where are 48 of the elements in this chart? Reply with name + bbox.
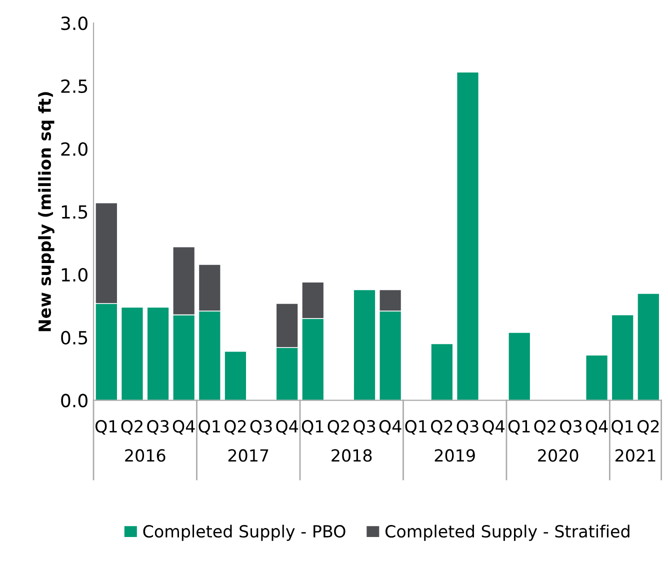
y-tick-label: 3.0	[61, 16, 88, 30]
text: 2016	[125, 449, 166, 462]
bar	[611, 314, 634, 400]
text: 2018	[332, 449, 372, 462]
bar	[456, 72, 480, 400]
y-tick-label: 2.0	[61, 142, 88, 156]
text: 2019	[434, 449, 475, 462]
y-tick-label: 0.5	[61, 330, 88, 345]
text: 2020	[538, 449, 578, 462]
y-tick-label: 2.5	[61, 79, 88, 94]
x-tick-label: Q2	[224, 420, 246, 435]
x-tick-label: Q3	[147, 420, 169, 435]
x-tick-label: Q4	[172, 420, 195, 435]
legend-label: Completed Supply - Stratified	[386, 524, 630, 541]
text: 2017	[228, 449, 268, 462]
bar	[637, 293, 660, 400]
x-tick-label: Q1	[405, 420, 426, 435]
bar	[146, 306, 170, 400]
bar	[585, 354, 608, 400]
y-tick-label: 1.5	[62, 205, 88, 219]
legend-label: Completed Supply - PBO	[143, 524, 346, 541]
x-tick-label: Q3	[354, 420, 376, 435]
x-tick-label: Q1	[508, 420, 530, 435]
x-tick-label: Q2	[328, 420, 349, 435]
x-tick-label: Q3	[560, 420, 582, 435]
bar	[353, 289, 376, 400]
text: 2021	[616, 449, 656, 462]
x-tick-label: Q2	[534, 420, 556, 435]
x-tick-label: Q3	[250, 420, 272, 435]
x-tick-label: Q2	[121, 420, 142, 435]
bar	[120, 306, 144, 400]
x-tick-label: Q1	[302, 420, 324, 435]
x-tick-label: Q4	[276, 420, 298, 435]
x-tick-label: Q1	[198, 420, 220, 435]
x-tick-label: Q2	[431, 420, 452, 435]
x-tick-label: Q4	[482, 420, 504, 435]
x-tick-label: Q1	[612, 420, 633, 435]
bar	[508, 332, 531, 400]
y-axis-title: New supply (million sq ft)	[38, 92, 54, 332]
x-tick-label: Q4	[379, 420, 402, 435]
bar	[430, 343, 454, 400]
y-tick-label: 1.0	[62, 268, 88, 282]
x-tick-label: Q3	[456, 420, 478, 435]
x-tick-label: Q4	[586, 420, 608, 435]
x-tick-label: Q1	[95, 420, 117, 435]
x-tick-label: Q2	[637, 420, 659, 435]
y-tick-label: 0.0	[61, 394, 88, 408]
bar	[224, 350, 247, 400]
